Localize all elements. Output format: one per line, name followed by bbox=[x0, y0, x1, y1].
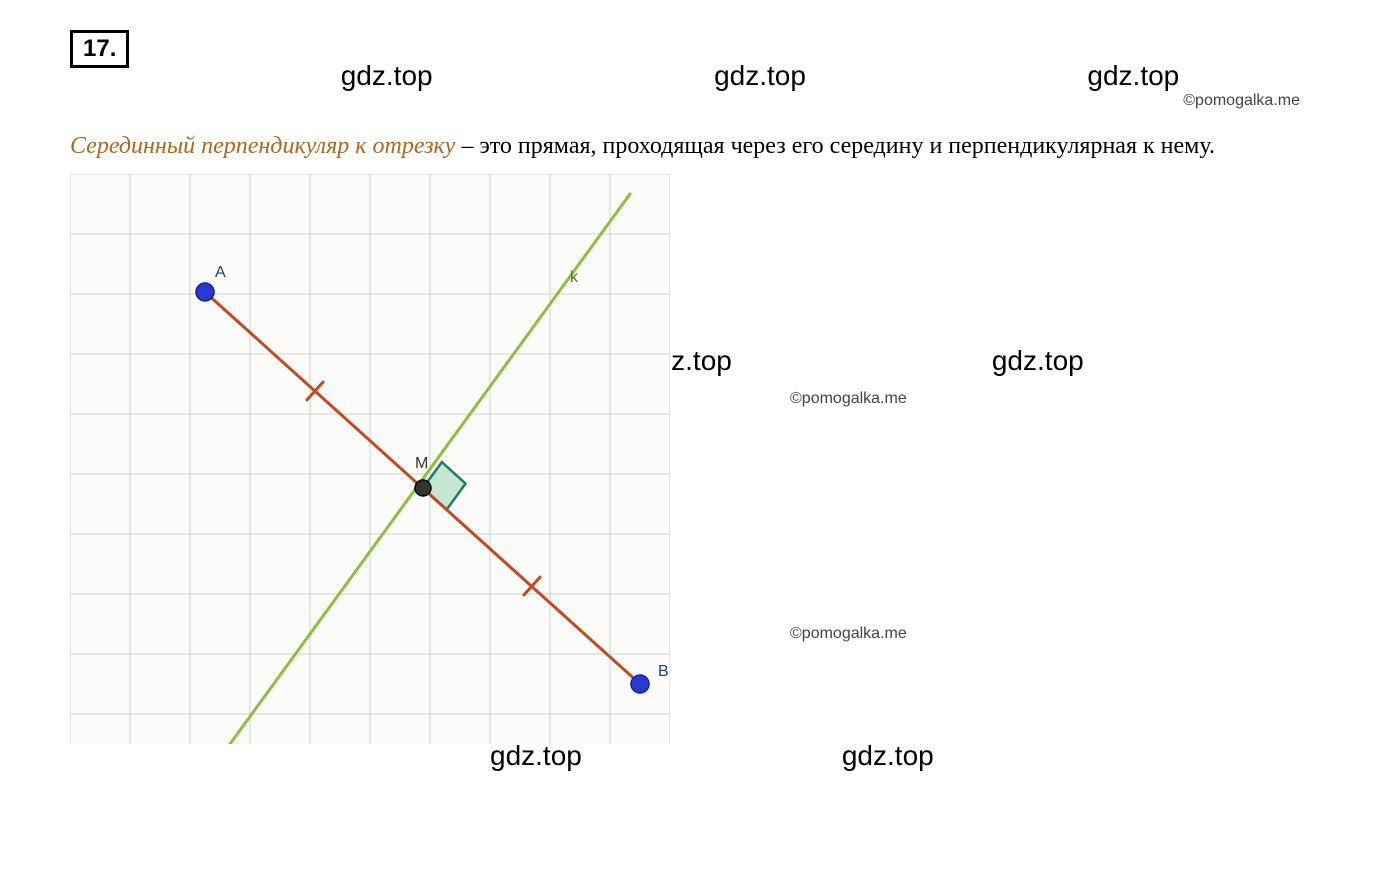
definition-body: – это прямая, проходящая через его серед… bbox=[455, 133, 1215, 159]
definition-term: Серединный перпендикуляр к отрезку bbox=[70, 133, 455, 159]
svg-text:M: M bbox=[415, 455, 428, 472]
diagram-svg: A B M k bbox=[70, 174, 670, 744]
watermark-text: gdz.top bbox=[1087, 60, 1179, 92]
attribution-text: ©pomogalka.me bbox=[790, 625, 907, 643]
watermark-text: gdz.top bbox=[714, 60, 806, 92]
svg-text:k: k bbox=[570, 269, 579, 286]
svg-text:A: A bbox=[215, 264, 226, 281]
watermark-row: gdz.top gdz.top bbox=[0, 740, 1400, 772]
watermark-text: gdz.top bbox=[490, 740, 582, 772]
geometry-diagram: A B M k bbox=[70, 174, 670, 744]
watermark-text: gdz.top bbox=[992, 345, 1084, 377]
definition-text: Серединный перпендикуляр к отрезку – это… bbox=[70, 128, 1330, 164]
watermark-text: gdz.top bbox=[842, 740, 934, 772]
problem-number: 17. bbox=[70, 30, 129, 68]
attribution-text: ©pomogalka.me bbox=[790, 390, 907, 408]
svg-text:B: B bbox=[658, 663, 669, 680]
watermark-row: gdz.top gdz.top gdz.top bbox=[0, 60, 1400, 92]
attribution-text: ©pomogalka.me bbox=[1183, 92, 1300, 110]
watermark-text: gdz.top bbox=[341, 60, 433, 92]
